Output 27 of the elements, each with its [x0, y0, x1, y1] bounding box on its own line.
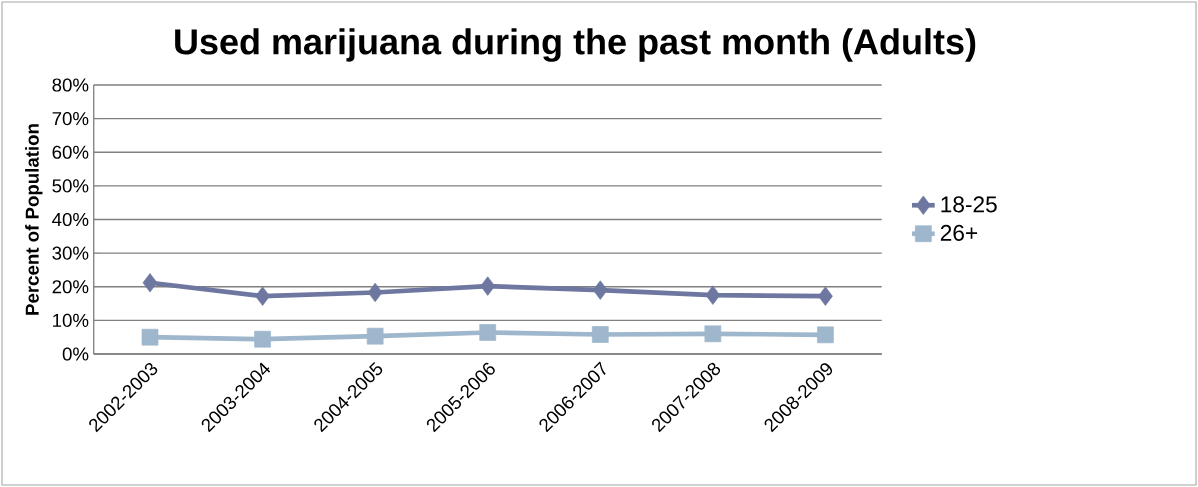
y-tick-label: 80%: [52, 78, 89, 92]
point: [705, 285, 721, 305]
point: [480, 276, 496, 296]
point: [367, 282, 383, 303]
point: [704, 325, 722, 343]
point: [817, 326, 834, 344]
y-axis-title: Percent of Population: [25, 124, 43, 315]
point: [141, 328, 159, 346]
point: [142, 273, 158, 293]
chart-title: Used marijuana during the past month (Adults): [175, 28, 976, 62]
point: [591, 326, 609, 343]
y-tick-label: 0%: [62, 347, 89, 361]
y-tick-label: 20%: [52, 280, 89, 294]
y-tick-label: 50%: [52, 179, 89, 193]
legend-label: 18-25: [941, 196, 997, 213]
y-tick-label: 30%: [52, 246, 89, 260]
y-tick-label: 60%: [52, 145, 89, 159]
point: [254, 330, 271, 348]
legend-label: 26+: [940, 224, 978, 241]
point: [592, 280, 608, 300]
y-tick-label: 40%: [52, 212, 89, 227]
y-tick-label: 70%: [52, 112, 89, 126]
point: [479, 324, 497, 341]
point: [366, 327, 384, 345]
point: [255, 286, 270, 306]
point: [818, 286, 833, 306]
y-tick-label: 10%: [53, 313, 89, 327]
